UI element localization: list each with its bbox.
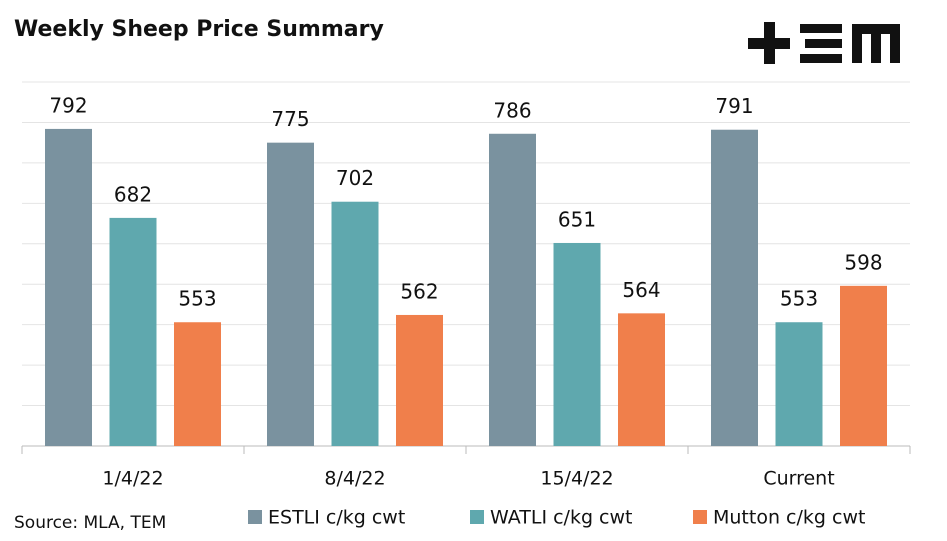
chart-title: Weekly Sheep Price Summary <box>14 17 384 42</box>
value-label: 682 <box>114 182 152 206</box>
bar <box>775 322 823 446</box>
value-label: 702 <box>336 166 374 190</box>
bar <box>267 142 314 446</box>
bar <box>109 217 157 446</box>
bar <box>711 129 758 447</box>
legend-label: Mutton c/kg cwt <box>713 507 865 529</box>
value-label: 562 <box>400 279 438 303</box>
x-tick-label: Current <box>763 468 834 490</box>
value-label: 775 <box>271 107 309 131</box>
bar <box>618 313 665 446</box>
bar <box>396 314 443 446</box>
value-label: 553 <box>178 287 216 311</box>
legend-label: ESTLI c/kg cwt <box>268 507 405 529</box>
value-label: 786 <box>493 98 531 122</box>
x-tick-label: 8/4/22 <box>324 468 385 490</box>
x-tick-label: 15/4/22 <box>540 468 613 490</box>
source-note: Source: MLA, TEM <box>14 513 166 533</box>
bar <box>331 201 379 446</box>
logo <box>748 22 900 64</box>
value-label: 791 <box>715 94 753 118</box>
bar <box>489 133 536 446</box>
bar <box>174 322 221 446</box>
legend-swatch <box>248 510 262 524</box>
x-tick-label: 1/4/22 <box>102 468 163 490</box>
value-label: 651 <box>558 207 596 231</box>
bar <box>840 285 887 446</box>
value-label: 564 <box>622 278 660 302</box>
bar <box>45 128 92 446</box>
value-label: 553 <box>780 287 818 311</box>
legend-swatch <box>693 510 707 524</box>
legend-label: WATLI c/kg cwt <box>490 507 633 529</box>
value-label: 598 <box>844 250 882 274</box>
bar <box>553 242 601 446</box>
value-label: 792 <box>49 93 87 117</box>
legend-swatch <box>470 510 484 524</box>
